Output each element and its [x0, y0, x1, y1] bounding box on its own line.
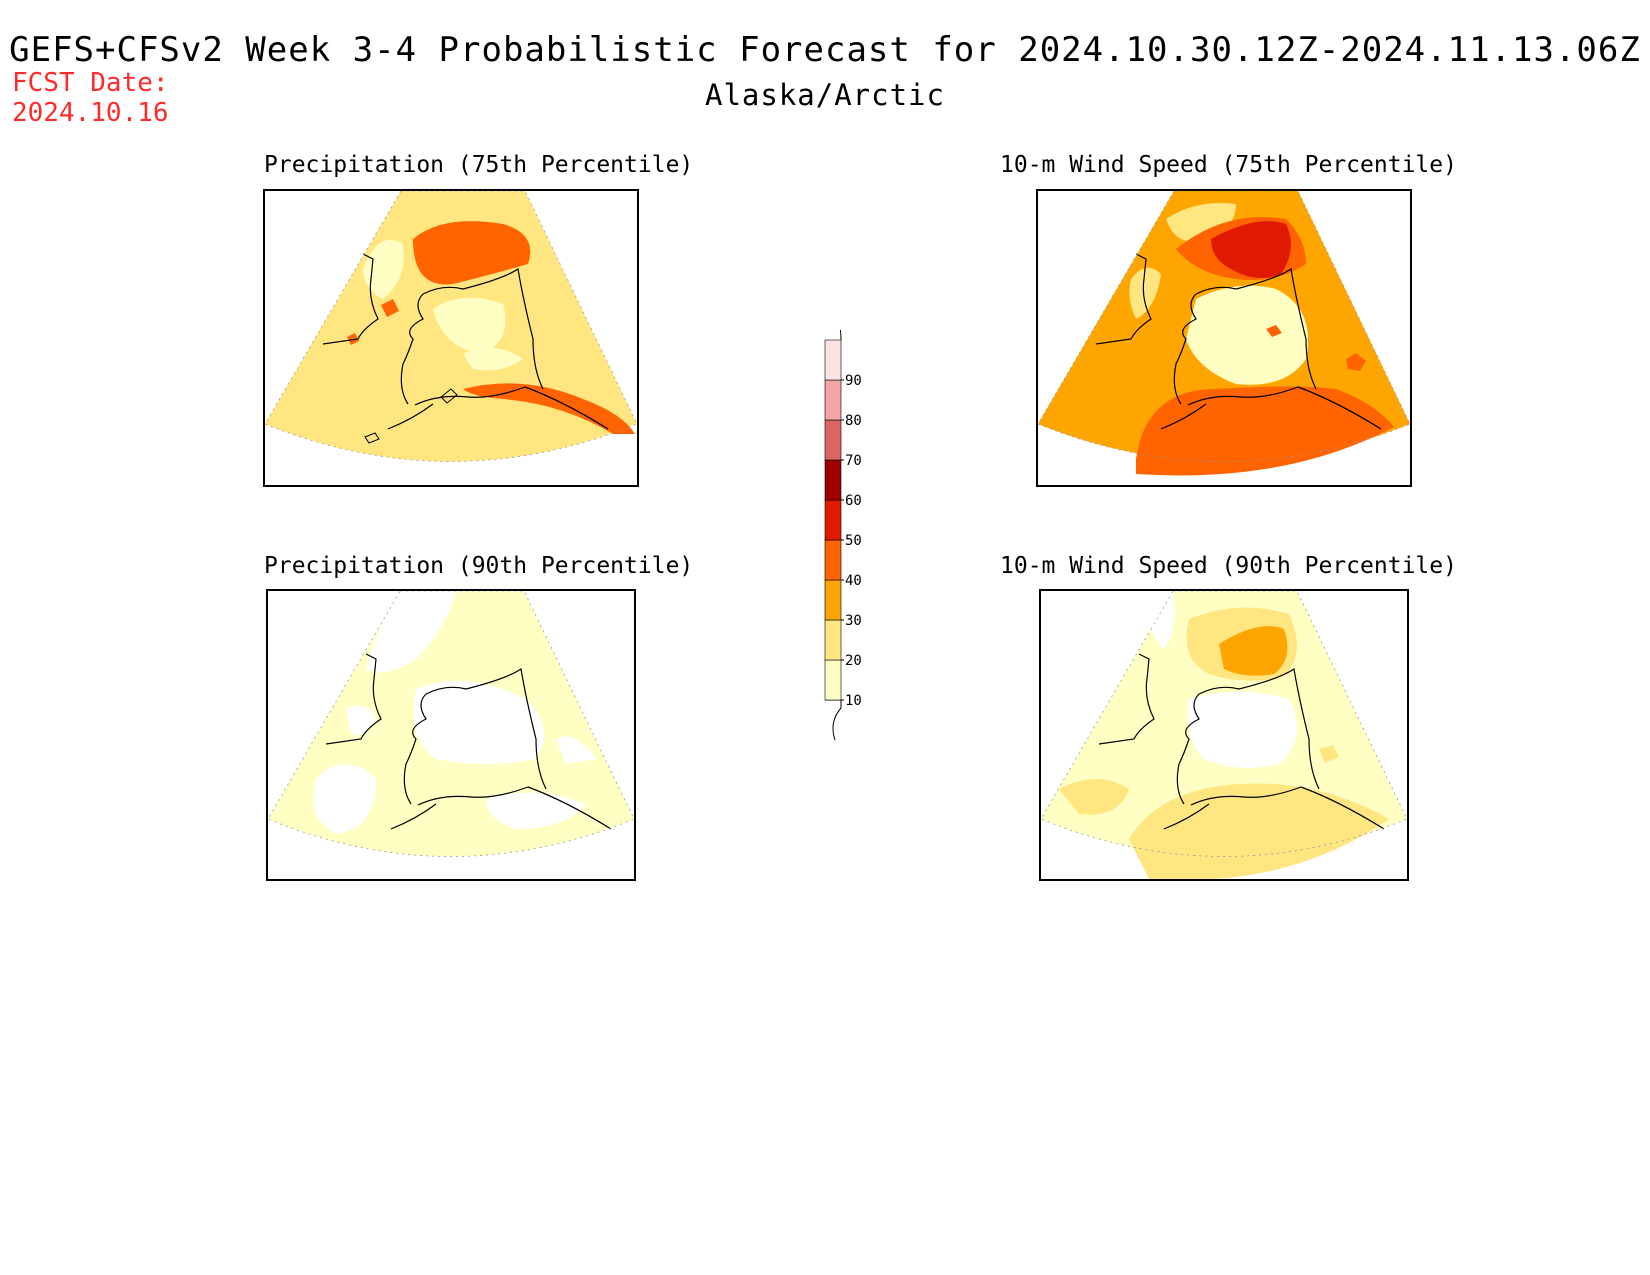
panel-title-wind90: 10-m Wind Speed (90th Percentile): [1000, 553, 1457, 579]
high-probability-area: [1136, 386, 1394, 476]
colorbar-legend: 10 20 30 40 50 60 70 80 90: [824, 330, 862, 740]
panel-title-wind75: 10-m Wind Speed (75th Percentile): [1000, 152, 1457, 178]
colorbar-swatch: [824, 499, 842, 541]
colorbar-swatch: [824, 339, 842, 381]
figure-title: GEFS+CFSv2 Week 3-4 Probabilistic Foreca…: [9, 30, 1641, 70]
highest-probability-area: [1211, 221, 1291, 278]
colorbar-tick-label: 40: [845, 573, 862, 589]
high-probability-area: [413, 221, 531, 285]
colorbar-tick-label: 70: [845, 453, 862, 469]
region-subtitle: Alaska/Arctic: [705, 78, 945, 112]
colorbar-tick-label: 50: [845, 533, 862, 549]
colorbar-tick-label: 20: [845, 653, 862, 669]
colorbar-swatch: [824, 579, 842, 621]
colorbar-tick-label: 80: [845, 413, 862, 429]
colorbar-swatch: [824, 619, 842, 661]
high-probability-area: [1219, 626, 1288, 676]
panel-title-precip75: Precipitation (75th Percentile): [264, 152, 694, 178]
panel-title-precip90: Precipitation (90th Percentile): [264, 553, 694, 579]
map-wind90: [1039, 589, 1409, 881]
colorbar-lower-tail: [825, 699, 842, 740]
colorbar-swatch: [824, 659, 842, 701]
map-frame: [1039, 589, 1409, 881]
colorbar-swatch: [824, 419, 842, 461]
colorbar-upper-tail: [839, 330, 842, 341]
map-wind75: [1036, 189, 1412, 487]
map-precip75: [263, 189, 639, 487]
map-frame: [266, 589, 636, 881]
colorbar-swatch: [824, 379, 842, 421]
map-frame: [263, 189, 639, 487]
forecast-date-block: FCST Date: 2024.10.16: [12, 68, 169, 128]
colorbar-swatch: [824, 539, 842, 581]
forecast-date-value: 2024.10.16: [12, 98, 169, 128]
colorbar-tick-label: 90: [845, 373, 862, 389]
forecast-date-label: FCST Date:: [12, 68, 169, 98]
map-frame: [1036, 189, 1412, 487]
colorbar-tick-label: 60: [845, 493, 862, 509]
colorbar-swatch: [824, 459, 842, 501]
colorbar-tick-label: 10: [845, 693, 862, 709]
map-precip90: [266, 589, 636, 881]
colorbar-tick-label: 30: [845, 613, 862, 629]
